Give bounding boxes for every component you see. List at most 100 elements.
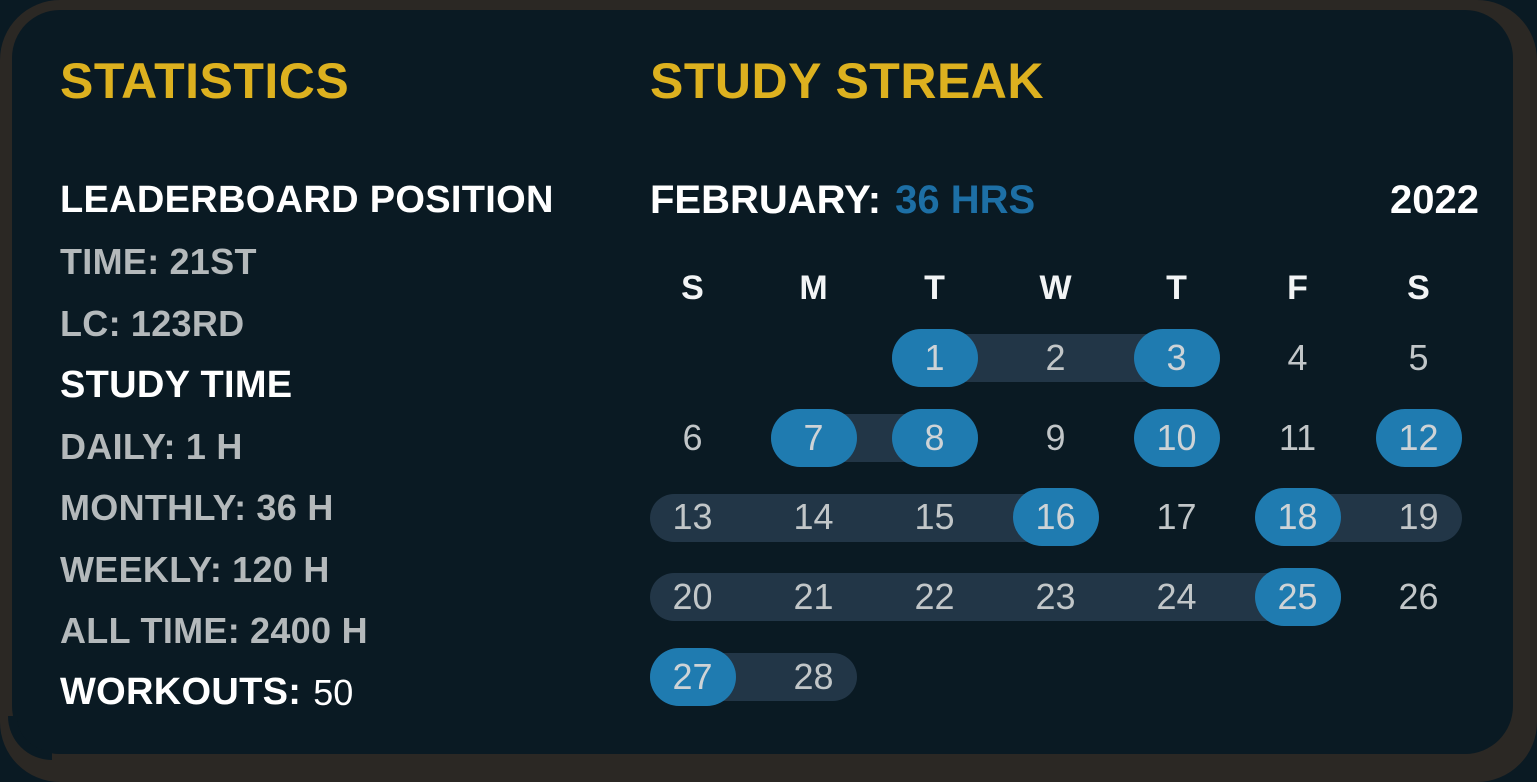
month-summary-row: FEBRUARY: 36 HRS 2022 xyxy=(650,170,1479,232)
calendar-day-18[interactable]: 18 xyxy=(1237,478,1358,558)
calendar-day-26[interactable]: 26 xyxy=(1358,557,1479,637)
leaderboard-position-header: LEADERBOARD POSITION xyxy=(60,179,554,222)
calendar-day-22[interactable]: 22 xyxy=(874,557,995,637)
calendar-day-17[interactable]: 17 xyxy=(1116,478,1237,558)
calendar-grid: 1 2 3 4 5 6 7 8 9 10 11 12 13 14 15 16 17 18 19 20 21 22 23 24 2… xyxy=(632,318,1479,717)
day-number: 14 xyxy=(793,496,834,538)
calendar-day-23[interactable]: 23 xyxy=(995,557,1116,637)
highlighted-day-pill: 25 xyxy=(1254,568,1341,627)
day-number: 9 xyxy=(1045,416,1066,458)
day-number: 2 xyxy=(1045,336,1066,378)
calendar-day-11[interactable]: 11 xyxy=(1237,398,1358,478)
calendar-day-19[interactable]: 19 xyxy=(1358,478,1479,558)
streak-bar-20-25 xyxy=(649,573,1341,622)
day-header-1: M xyxy=(799,268,828,307)
highlighted-day-pill: 7 xyxy=(770,408,857,467)
highlighted-day-pill: 1 xyxy=(891,328,978,387)
highlighted-day-pill: 12 xyxy=(1375,408,1462,467)
day-number: 4 xyxy=(1287,336,1308,378)
stat-daily: DAILY: 1 H xyxy=(60,416,630,478)
calendar-day-3[interactable]: 3 xyxy=(1116,318,1237,398)
workouts-label: WORKOUTS: xyxy=(60,671,302,714)
day-header-6: S xyxy=(1407,268,1430,307)
day-number: 24 xyxy=(1156,576,1197,618)
calendar-day-27[interactable]: 27 xyxy=(632,637,753,717)
calendar-day-21[interactable]: 21 xyxy=(753,557,874,637)
day-header-2: T xyxy=(924,268,945,307)
calendar-day-13[interactable]: 13 xyxy=(632,478,753,558)
calendar-day-25[interactable]: 25 xyxy=(1237,557,1358,637)
daily-label: DAILY: xyxy=(60,425,176,467)
calendar-day-4[interactable]: 4 xyxy=(1237,318,1358,398)
day-number: 5 xyxy=(1408,336,1429,378)
month-hours-value: 36 HRS xyxy=(895,178,1036,223)
stat-workouts: WORKOUTS: 50 xyxy=(60,662,630,724)
all-time-label: ALL TIME: xyxy=(60,610,241,652)
stat-all-time: ALL TIME: 2400 H xyxy=(60,601,630,663)
day-header-5: F xyxy=(1287,268,1308,307)
day-number: 13 xyxy=(672,496,713,538)
calendar-week-4: 20 21 22 23 24 25 26 xyxy=(632,557,1479,637)
monthly-value: 36 H xyxy=(256,487,334,529)
day-number: 22 xyxy=(914,576,955,618)
calendar-day-7[interactable]: 7 xyxy=(753,398,874,478)
lc-rank-value: 123RD xyxy=(130,302,245,344)
day-number: 19 xyxy=(1398,496,1439,538)
highlighted-day-pill: 8 xyxy=(891,408,978,467)
stat-monthly: MONTHLY: 36 H xyxy=(60,478,630,540)
calendar-day-10[interactable]: 10 xyxy=(1116,398,1237,478)
day-number: 20 xyxy=(672,576,713,618)
daily-value: 1 H xyxy=(185,425,243,467)
day-number: 6 xyxy=(682,416,703,458)
day-number: 11 xyxy=(1278,416,1317,458)
calendar-day-2[interactable]: 2 xyxy=(995,318,1116,398)
stats-card xyxy=(12,10,1513,754)
day-header-3: W xyxy=(1039,268,1072,307)
calendar-day-6[interactable]: 6 xyxy=(632,398,753,478)
statistics-title: STATISTICS xyxy=(60,53,350,109)
weekly-label: WEEKLY: xyxy=(60,548,223,590)
highlighted-day-pill: 27 xyxy=(649,647,736,706)
year-label: 2022 xyxy=(1390,178,1479,223)
calendar-day-5[interactable]: 5 xyxy=(1358,318,1479,398)
highlighted-day-pill: 3 xyxy=(1133,328,1220,387)
calendar-day-8[interactable]: 8 xyxy=(874,398,995,478)
calendar-week-1: 1 2 3 4 5 xyxy=(632,318,1479,398)
calendar-day-28[interactable]: 28 xyxy=(753,637,874,717)
highlighted-day-pill: 16 xyxy=(1012,488,1099,547)
calendar-day-12[interactable]: 12 xyxy=(1358,398,1479,478)
weekly-value: 120 H xyxy=(232,548,330,590)
study-streak-title: STUDY STREAK xyxy=(650,53,1045,109)
workouts-value: 50 xyxy=(313,671,354,713)
day-number: 28 xyxy=(793,655,834,697)
day-number: 23 xyxy=(1035,576,1076,618)
highlighted-day-pill: 18 xyxy=(1254,488,1341,547)
calendar-day-24[interactable]: 24 xyxy=(1116,557,1237,637)
calendar-day-9[interactable]: 9 xyxy=(995,398,1116,478)
day-number: 21 xyxy=(793,576,834,618)
month-label: FEBRUARY: xyxy=(650,178,882,223)
monthly-label: MONTHLY: xyxy=(60,487,247,529)
calendar-week-2: 6 7 8 9 10 11 12 xyxy=(632,398,1479,478)
day-number: 17 xyxy=(1156,496,1197,538)
statistics-panel: LEADERBOARD POSITION TIME: 21ST LC: 123R… xyxy=(60,170,630,724)
stat-time-rank: TIME: 21ST xyxy=(60,232,630,294)
day-header-0: S xyxy=(681,268,704,307)
highlighted-day-pill: 10 xyxy=(1133,408,1220,467)
calendar-week-5: 27 28 xyxy=(632,637,1479,717)
stat-weekly: WEEKLY: 120 H xyxy=(60,539,630,601)
calendar-day-15[interactable]: 15 xyxy=(874,478,995,558)
day-header-4: T xyxy=(1166,268,1187,307)
calendar-day-1[interactable]: 1 xyxy=(874,318,995,398)
calendar-day-20[interactable]: 20 xyxy=(632,557,753,637)
calendar-day-16[interactable]: 16 xyxy=(995,478,1116,558)
time-rank-label: TIME: xyxy=(60,241,160,283)
lc-rank-label: LC: xyxy=(60,302,121,344)
calendar-day-14[interactable]: 14 xyxy=(753,478,874,558)
study-time-header: STUDY TIME xyxy=(60,363,293,406)
day-number: 15 xyxy=(914,496,955,538)
stat-lc-rank: LC: 123RD xyxy=(60,293,630,355)
time-rank-value: 21ST xyxy=(169,241,257,283)
